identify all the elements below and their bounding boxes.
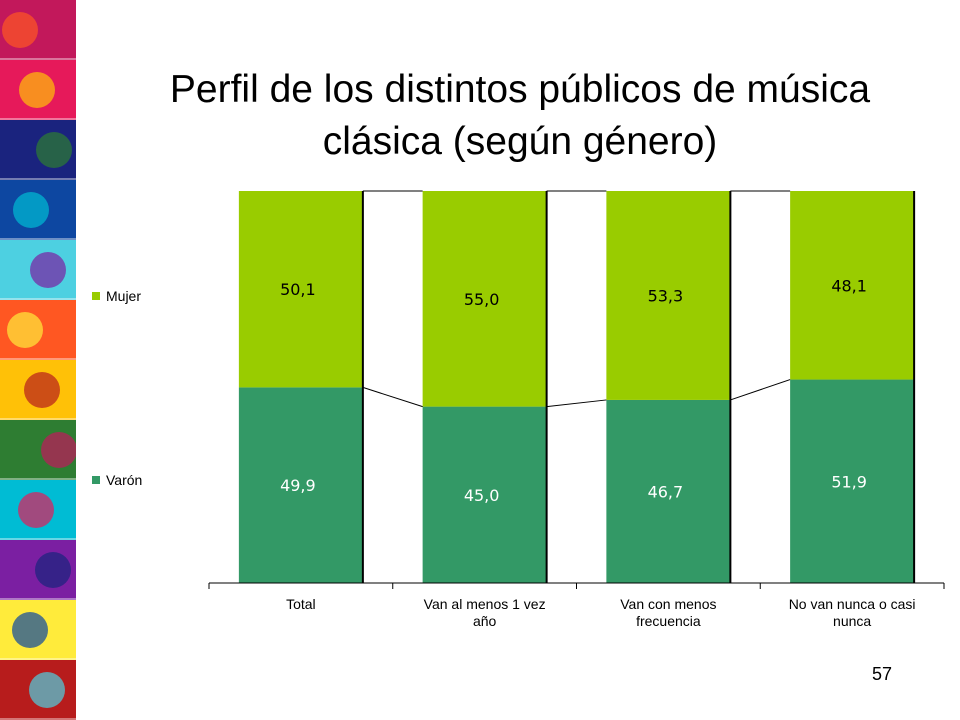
bar-varon [606, 399, 731, 583]
data-label-mujer: 53,3 [648, 286, 684, 305]
legend-swatch [92, 476, 100, 484]
bar-varon [790, 379, 915, 583]
bar-varon [422, 406, 547, 583]
data-label-varon: 46,7 [648, 482, 684, 501]
decorative-photo-strip [0, 0, 76, 720]
bar-mujer [238, 191, 363, 388]
series-line [730, 379, 791, 401]
strip-tile-divider [0, 658, 76, 660]
category-label: No van nunca o casi [789, 596, 916, 612]
category-label: frecuencia [636, 613, 701, 629]
strip-tile-highlight [41, 432, 76, 468]
strip-tile-divider [0, 538, 76, 540]
strip-tile-divider [0, 598, 76, 600]
category-label: Van al menos 1 vez [424, 596, 546, 612]
data-label-mujer: 50,1 [280, 280, 316, 299]
strip-tile-highlight [36, 132, 72, 168]
strip-tile-highlight [35, 552, 71, 588]
strip-tile-divider [0, 298, 76, 300]
category-label: nunca [833, 613, 871, 629]
data-label-mujer: 48,1 [831, 276, 867, 295]
strip-tile-highlight [13, 192, 49, 228]
strip-tile-divider [0, 418, 76, 420]
page-title-line2: clásica (según género) [322, 120, 718, 163]
strip-tile-highlight [12, 612, 48, 648]
bar-varon [238, 387, 363, 583]
strip-tile-divider [0, 238, 76, 240]
data-label-varon: 49,9 [280, 476, 316, 495]
bar-mujer [422, 191, 547, 407]
strip-tile-divider [0, 178, 76, 180]
strip-tile-divider [0, 718, 76, 720]
strip-tile-highlight [29, 672, 65, 708]
legend-label: Mujer [106, 288, 141, 304]
strip-tile-divider [0, 118, 76, 120]
series-line [362, 386, 423, 408]
strip-tile-highlight [30, 252, 66, 288]
strip-tile-highlight [7, 312, 43, 348]
strip-tile-divider [0, 358, 76, 360]
legend-label: Varón [106, 472, 142, 488]
data-label-varon: 45,0 [464, 486, 500, 505]
data-label-varon: 51,9 [831, 472, 867, 491]
strip-tile-highlight [24, 372, 60, 408]
series-line [546, 399, 607, 408]
bar-mujer [790, 191, 915, 380]
page-title-line1: Perfil de los distintos públicos de músi… [169, 68, 871, 111]
strip-tile-divider [0, 58, 76, 60]
strip-tile-highlight [2, 12, 38, 48]
legend-swatch [92, 292, 100, 300]
category-label: Van con menos [620, 596, 716, 612]
category-label: Total [286, 596, 316, 612]
category-label: año [473, 613, 497, 629]
page-number: 57 [872, 664, 893, 684]
strip-tile-highlight [18, 492, 54, 528]
bar-mujer [606, 191, 731, 400]
strip-tile-divider [0, 478, 76, 480]
data-label-mujer: 55,0 [464, 290, 500, 309]
strip-tile-highlight [19, 72, 55, 108]
